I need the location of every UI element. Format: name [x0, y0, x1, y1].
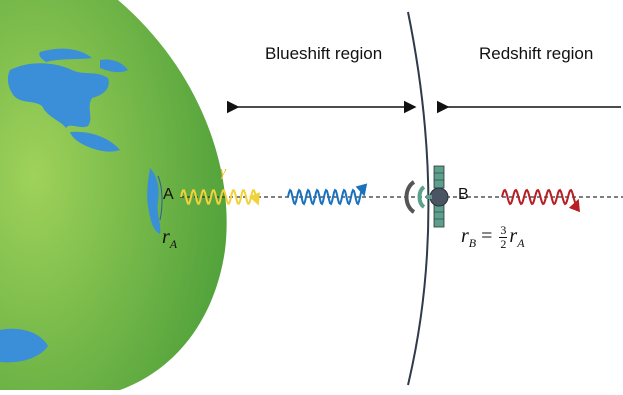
blueshift-photon-wave — [287, 183, 368, 206]
satellite-body — [429, 187, 449, 207]
earth-landmasses — [0, 48, 161, 363]
gamma-symbol: γ — [220, 164, 226, 180]
r-a-label: rA — [162, 226, 178, 251]
satellite-panel-top — [433, 165, 445, 189]
point-a-coast — [157, 175, 163, 221]
satellite — [404, 165, 449, 228]
redshift-photon-wave — [501, 188, 580, 213]
satellite-dish-outer — [404, 180, 416, 214]
satellite-panel-bottom — [433, 204, 445, 228]
earth-globe — [0, 0, 227, 390]
blueshift-region-label: Blueshift region — [265, 44, 383, 63]
point-b-label: B — [458, 186, 469, 203]
point-a-label: A — [163, 186, 174, 203]
equals-sign: = — [476, 225, 498, 248]
r-b-symbol: r — [461, 225, 469, 248]
emitted-photon-wave — [180, 189, 260, 206]
redshift-region-label: Redshift region — [479, 44, 594, 63]
r-b-equation: rB = 3 2 rA — [461, 223, 525, 251]
boundary-arc — [407, 11, 430, 386]
satellite-dish-inner — [417, 185, 426, 209]
